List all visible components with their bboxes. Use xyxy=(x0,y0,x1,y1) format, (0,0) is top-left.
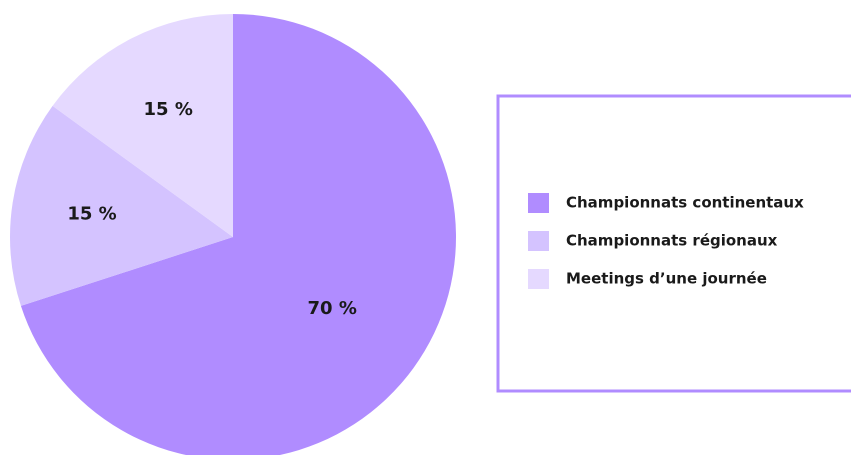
legend-label: Championnats continentaux xyxy=(566,194,804,212)
legend-box xyxy=(496,94,851,393)
pie-slice xyxy=(20,14,456,455)
legend-label: Meetings d’une journée xyxy=(566,270,767,288)
legend-swatch xyxy=(528,231,549,251)
legend-swatch xyxy=(528,193,549,213)
pie-slice xyxy=(10,105,234,306)
legend-swatch xyxy=(528,269,549,289)
slice-label: 15 % xyxy=(67,204,116,225)
slice-label: 15 % xyxy=(144,99,193,120)
pie-slice xyxy=(52,14,234,237)
pie: 70 % 15 % 15 % xyxy=(10,14,456,455)
legend-label: Championnats régionaux xyxy=(566,232,778,250)
legend: Championnats continentaux Championnats ré… xyxy=(528,193,804,289)
slice-label: 70 % xyxy=(308,298,357,319)
